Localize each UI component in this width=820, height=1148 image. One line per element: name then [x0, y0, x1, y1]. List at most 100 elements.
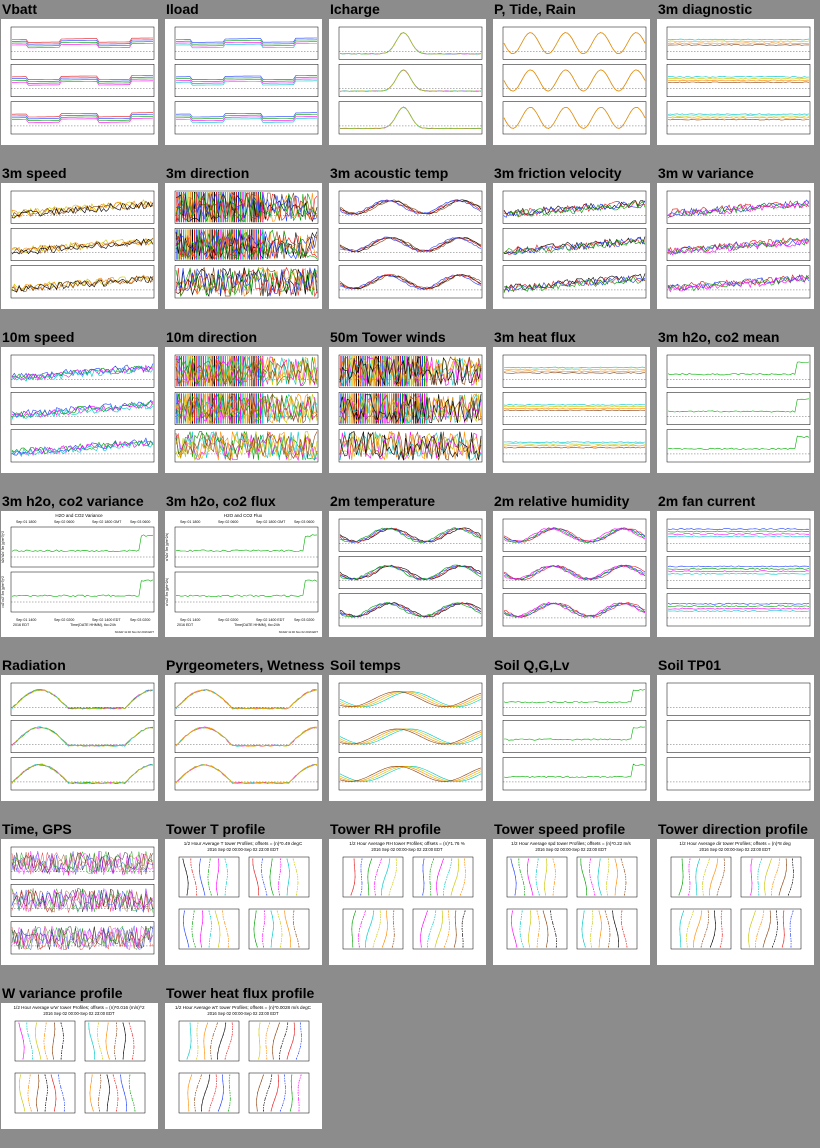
plot-thumbnail[interactable]: Soil TP01 — [656, 656, 820, 820]
thumbnail-title[interactable]: Time, GPS — [2, 821, 72, 837]
plot-thumbnail[interactable]: Radiation — [0, 656, 164, 820]
thumbnail-title[interactable]: 3m direction — [166, 165, 250, 181]
plot-thumbnail[interactable]: 10m speed — [0, 328, 164, 492]
thumbnail-title[interactable]: Soil TP01 — [658, 657, 722, 673]
plot-image[interactable] — [657, 19, 814, 145]
plot-thumbnail[interactable]: Icharge — [328, 0, 492, 164]
plot-image[interactable] — [329, 19, 486, 145]
plot-image[interactable] — [657, 183, 814, 309]
plot-image[interactable] — [493, 183, 650, 309]
plot-image[interactable] — [165, 675, 322, 801]
plot-image[interactable] — [1, 839, 158, 965]
plot-image[interactable]: H2O and CO2 Variance Sep 01 1800 Sep 02 06… — [1, 511, 158, 637]
thumbnail-title[interactable]: 3m h2o, co2 variance — [2, 493, 144, 509]
plot-thumbnail[interactable]: Tower RH profile 1/2 Hour Average RH towe… — [328, 820, 492, 984]
plot-image[interactable]: 1/2 Hour Average dir tower Profiles; off… — [657, 839, 814, 965]
plot-thumbnail[interactable]: 50m Tower winds — [328, 328, 492, 492]
data-series-line — [339, 728, 482, 745]
thumbnail-title[interactable]: 3m heat flux — [494, 329, 576, 345]
thumbnail-title[interactable]: Icharge — [330, 1, 380, 17]
profile-marker — [292, 858, 294, 860]
plot-thumbnail[interactable]: Tower speed profile 1/2 Hour Average spd … — [492, 820, 656, 984]
plot-thumbnail[interactable]: 2m relative humidity — [492, 492, 656, 656]
plot-thumbnail[interactable]: Tower heat flux profile 1/2 Hour Average … — [164, 984, 328, 1148]
thumbnail-title[interactable]: 2m temperature — [330, 493, 436, 509]
plot-image[interactable] — [165, 347, 322, 473]
thumbnail-title[interactable]: Tower speed profile — [494, 821, 626, 837]
plot-image[interactable] — [1, 675, 158, 801]
thumbnail-title[interactable]: Soil Q,G,Lv — [494, 657, 570, 673]
plot-thumbnail[interactable]: Soil Q,G,Lv — [492, 656, 656, 820]
thumbnail-title[interactable]: Radiation — [2, 657, 66, 673]
plot-image[interactable]: 1/2 Hour Average w'w' tower Profiles; of… — [1, 1003, 158, 1129]
thumbnail-title[interactable]: 3m acoustic temp — [330, 165, 449, 181]
plot-image[interactable]: 1/2 Hour Average RH tower Profiles; offs… — [329, 839, 486, 965]
plot-image[interactable] — [493, 19, 650, 145]
plot-thumbnail[interactable]: Vbatt — [0, 0, 164, 164]
thumbnail-title[interactable]: Iload — [166, 1, 199, 17]
plot-image[interactable] — [1, 183, 158, 309]
plot-thumbnail[interactable]: Tower direction profile 1/2 Hour Average … — [656, 820, 820, 984]
thumbnail-title[interactable]: Tower direction profile — [658, 821, 808, 837]
plot-thumbnail[interactable]: Tower T profile 1/2 Hour Average T tower … — [164, 820, 328, 984]
plot-thumbnail[interactable]: 3m h2o, co2 flux H2O and CO2 Flux Sep 01 1… — [164, 492, 328, 656]
plot-thumbnail[interactable]: Soil temps — [328, 656, 492, 820]
thumbnail-title[interactable]: 50m Tower winds — [330, 329, 446, 345]
plot-thumbnail[interactable]: Time, GPS — [0, 820, 164, 984]
plot-thumbnail[interactable]: Pyrgeometers, Wetness — [164, 656, 328, 820]
thumbnail-title[interactable]: 3m h2o, co2 flux — [166, 493, 276, 509]
plot-thumbnail[interactable]: 3m w variance — [656, 164, 820, 328]
plot-image[interactable] — [493, 675, 650, 801]
thumbnail-title[interactable]: Tower RH profile — [330, 821, 441, 837]
thumbnail-title[interactable]: P, Tide, Rain — [494, 1, 576, 17]
plot-thumbnail[interactable]: 2m temperature — [328, 492, 492, 656]
plot-image[interactable] — [329, 183, 486, 309]
plot-image[interactable] — [1, 347, 158, 473]
plot-thumbnail[interactable]: 10m direction — [164, 328, 328, 492]
thumbnail-title[interactable]: 3m diagnostic — [658, 1, 753, 17]
plot-thumbnail[interactable]: Iload — [164, 0, 328, 164]
plot-image[interactable] — [329, 675, 486, 801]
plot-thumbnail[interactable]: P, Tide, Rain — [492, 0, 656, 164]
plot-thumbnail[interactable]: 3m direction — [164, 164, 328, 328]
thumbnail-title[interactable]: Soil temps — [330, 657, 401, 673]
plot-image[interactable] — [1, 19, 158, 145]
plot-image[interactable]: 1/2 Hour Average T tower Profiles; offse… — [165, 839, 322, 965]
plot-image[interactable] — [329, 347, 486, 473]
thumbnail-title[interactable]: Pyrgeometers, Wetness — [166, 657, 325, 673]
plot-thumbnail[interactable]: 3m friction velocity — [492, 164, 656, 328]
thumbnail-title[interactable]: 3m friction velocity — [494, 165, 622, 181]
data-series-line — [175, 267, 318, 297]
plot-image[interactable] — [657, 511, 814, 637]
plot-thumbnail[interactable]: 3m heat flux — [492, 328, 656, 492]
plot-thumbnail[interactable]: 3m diagnostic — [656, 0, 820, 164]
plot-thumbnail[interactable]: W variance profile 1/2 Hour Average w'w' … — [0, 984, 164, 1148]
plot-thumbnail[interactable]: 3m h2o, co2 variance H2O and CO2 Variance… — [0, 492, 164, 656]
plot-image[interactable] — [493, 347, 650, 473]
plot-thumbnail[interactable]: 3m speed — [0, 164, 164, 328]
thumbnail-title[interactable]: Tower heat flux profile — [166, 985, 315, 1001]
thumbnail-title[interactable]: W variance profile — [2, 985, 123, 1001]
thumbnail-title[interactable]: 3m w variance — [658, 165, 754, 181]
thumbnail-title[interactable]: 10m direction — [166, 329, 258, 345]
plot-image[interactable] — [329, 511, 486, 637]
thumbnail-title[interactable]: 3m speed — [2, 165, 67, 181]
thumbnail-title[interactable]: Vbatt — [2, 1, 37, 17]
thumbnail-title[interactable]: 10m speed — [2, 329, 75, 345]
thumbnail-title[interactable]: 3m h2o, co2 mean — [658, 329, 780, 345]
thumbnail-title[interactable]: Tower T profile — [166, 821, 266, 837]
plot-image[interactable]: 1/2 Hour Average spd tower Profiles; off… — [493, 839, 650, 965]
plot-thumbnail[interactable]: 2m fan current — [656, 492, 820, 656]
plot-thumbnail[interactable]: 3m acoustic temp — [328, 164, 492, 328]
plot-image[interactable] — [657, 675, 814, 801]
plot-image[interactable]: 1/2 Hour Average w't' tower Profiles; of… — [165, 1003, 322, 1129]
thumbnail-title[interactable]: 2m fan current — [658, 493, 756, 509]
plot-image[interactable] — [493, 511, 650, 637]
plot-image[interactable] — [165, 19, 322, 145]
plot-thumbnail[interactable]: 3m h2o, co2 mean — [656, 328, 820, 492]
plot-image[interactable] — [657, 347, 814, 473]
plot-image[interactable]: H2O and CO2 Flux Sep 01 1800 Sep 02 0600 Se… — [165, 511, 322, 637]
profile-marker — [706, 864, 708, 866]
plot-image[interactable] — [165, 183, 322, 309]
thumbnail-title[interactable]: 2m relative humidity — [494, 493, 630, 509]
